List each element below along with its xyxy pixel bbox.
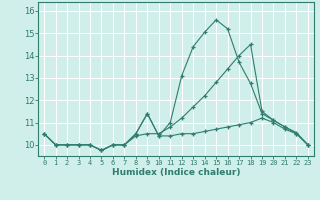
X-axis label: Humidex (Indice chaleur): Humidex (Indice chaleur) xyxy=(112,168,240,177)
